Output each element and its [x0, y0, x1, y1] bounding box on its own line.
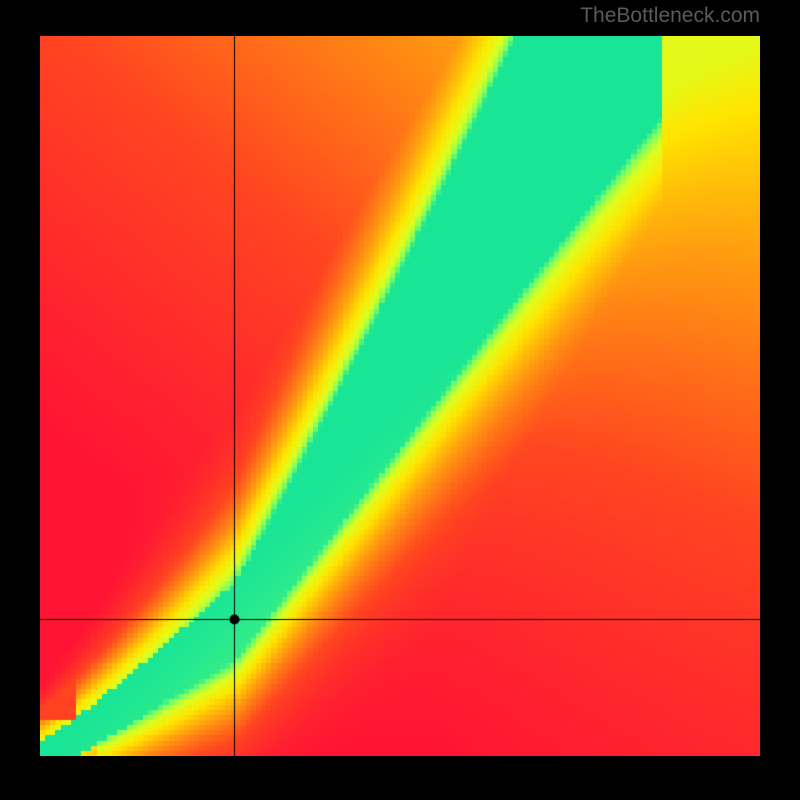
figure-frame: TheBottleneck.com: [0, 0, 800, 800]
watermark-text: TheBottleneck.com: [580, 4, 760, 28]
plot-area: [40, 36, 760, 756]
heatmap-canvas: [40, 36, 760, 756]
